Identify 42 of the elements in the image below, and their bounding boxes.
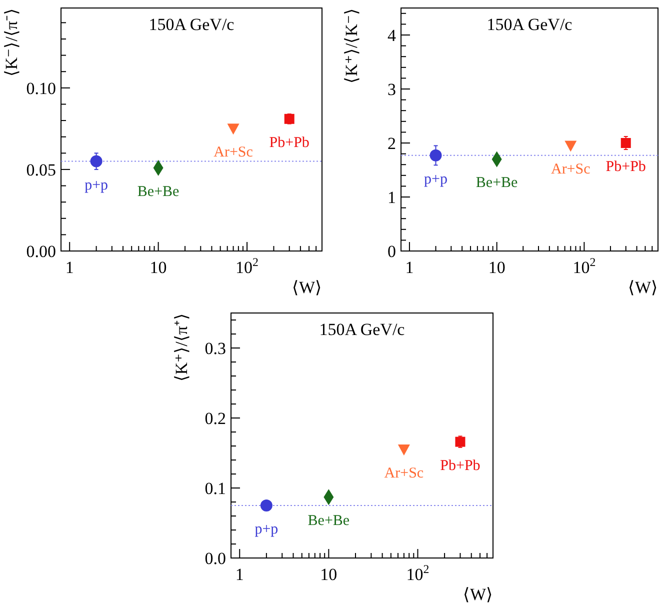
- y-tick-label: 0.05: [26, 160, 56, 180]
- x-tick-label: 1: [405, 258, 414, 277]
- y-tick-label: 0.00: [26, 242, 56, 261]
- x-axis-title: ⟨W⟩: [462, 585, 493, 604]
- y-tick-label: 0.0: [204, 549, 226, 568]
- y-tick-label: 0.2: [204, 409, 226, 428]
- x-axis-title: ⟨W⟩: [628, 278, 658, 297]
- series-label: Ar+Sc: [214, 144, 254, 161]
- y-axis-title: ⟨K⁺⟩/⟨π⁺⟩: [172, 313, 191, 382]
- series-label: Be+Be: [137, 184, 180, 200]
- y-tick-label: 0.1: [204, 479, 226, 498]
- x-tick-label: 10: [320, 565, 338, 584]
- chart-title: 150A GeV/c: [148, 15, 235, 34]
- x-tick-label: 10$^{2}$: [406, 562, 430, 584]
- series-label: Pb+Pb: [606, 159, 646, 175]
- y-tick-label: 0: [388, 242, 396, 261]
- y-tick-label: 3: [388, 80, 396, 99]
- chart-title: 150A GeV/c: [319, 320, 406, 339]
- x-tick-label: 1: [65, 258, 74, 277]
- y-tick-label: 0.3: [204, 339, 226, 358]
- y-tick-label: 4: [388, 26, 396, 45]
- chart-title: 150A GeV/c: [486, 15, 573, 34]
- series-label: p+p: [254, 522, 278, 538]
- x-tick-label: 1: [235, 565, 244, 584]
- series-label: Pb+Pb: [440, 458, 480, 474]
- series-label: Ar+Sc: [550, 162, 591, 178]
- x-axis-title: ⟨W⟩: [292, 278, 322, 297]
- y-tick-label: 2: [388, 134, 396, 153]
- y-axis-title: ⟨K⁺⟩/⟨K⁻⟩: [342, 8, 361, 84]
- x-tick-label: 10$^{2}$: [572, 255, 596, 277]
- series-label: p+p: [84, 177, 108, 194]
- y-axis-title: ⟨K⁻⟩/⟨π⁻⟩: [2, 8, 21, 77]
- y-tick-label: 0.10: [26, 78, 56, 98]
- y-tick-label: 1: [388, 188, 396, 207]
- x-tick-label: 10: [150, 258, 167, 277]
- series-label: Ar+Sc: [384, 466, 424, 482]
- x-tick-label: 10$^{2}$: [236, 255, 259, 277]
- series-label: p+p: [424, 171, 448, 188]
- x-tick-label: 10: [488, 258, 506, 277]
- series-label: Be+Be: [476, 175, 518, 192]
- series-label: Be+Be: [308, 513, 350, 530]
- series-label: Pb+Pb: [269, 134, 310, 151]
